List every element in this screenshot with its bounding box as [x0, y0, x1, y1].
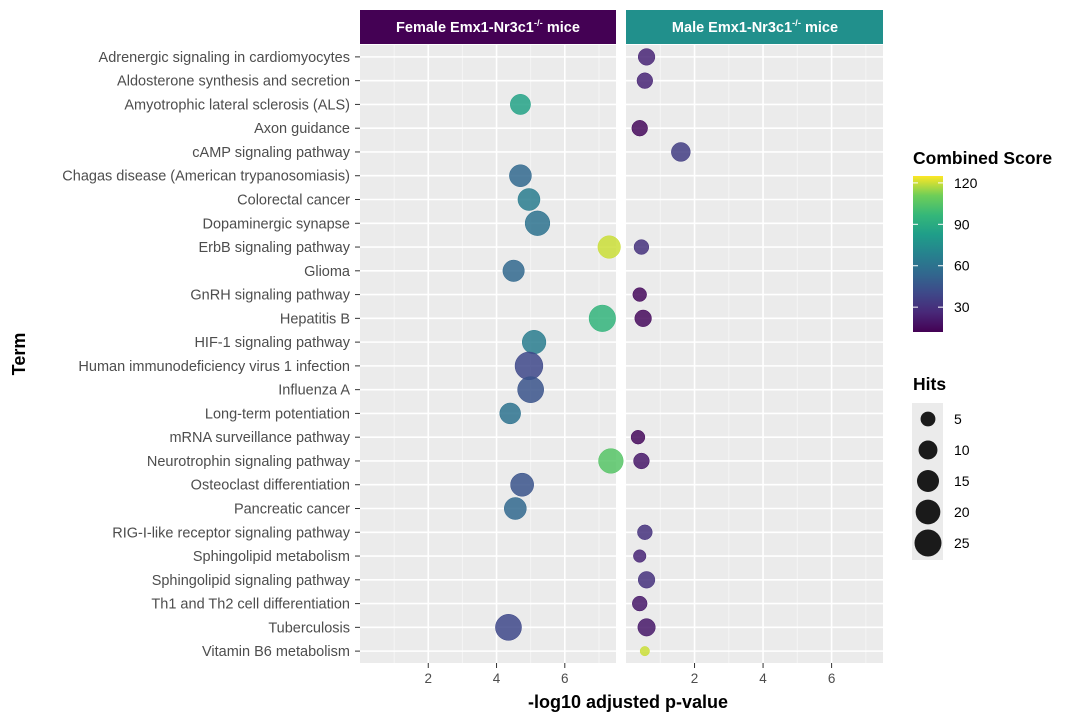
data-point	[598, 448, 624, 474]
strip-female	[360, 10, 616, 44]
data-point	[630, 430, 646, 445]
data-point	[632, 287, 647, 302]
size-legend-label: 10	[954, 442, 970, 458]
x-axis: 2 4 6 2 4 6	[425, 663, 836, 686]
y-tick-label: mRNA surveillance pathway	[169, 430, 350, 446]
y-tick-label: Colorectal cancer	[237, 193, 350, 209]
x-tick-label: 4	[493, 671, 501, 686]
y-axis: Adrenergic signaling in cardiomyocytes Al…	[62, 50, 360, 660]
y-tick-label: Sphingolipid signaling pathway	[152, 573, 351, 589]
data-points	[495, 48, 691, 657]
data-point	[495, 614, 522, 641]
size-legend-label: 5	[954, 411, 962, 427]
data-point	[588, 304, 616, 332]
data-point	[504, 497, 527, 520]
size-legend-key	[920, 411, 936, 427]
data-point	[517, 376, 544, 403]
data-point	[499, 402, 521, 425]
colorbar-tick-label: 30	[954, 299, 970, 315]
x-tick-label: 6	[561, 671, 569, 686]
y-tick-label: RIG-I-like receptor signaling pathway	[112, 525, 350, 541]
size-legend-key	[916, 469, 940, 493]
x-tick-label: 2	[691, 671, 699, 686]
data-point	[514, 351, 544, 381]
y-tick-label: HIF-1 signaling pathway	[194, 335, 350, 351]
strip-male-label: Male Emx1-Nr3c1-/- mice	[672, 18, 838, 36]
x-axis-title: -log10 adjusted p-value	[528, 692, 728, 712]
data-point	[521, 330, 547, 355]
panel-male-background	[626, 45, 883, 663]
y-tick-label: Vitamin B6 metabolism	[202, 644, 350, 660]
y-tick-label: Human immunodeficiency virus 1 infection	[78, 359, 350, 375]
legend-color-title: Combined Score	[913, 148, 1052, 168]
data-point	[637, 618, 656, 637]
size-legend-key	[915, 499, 941, 525]
size-legend-label: 20	[954, 504, 970, 520]
data-point	[636, 72, 653, 89]
y-tick-label: cAMP signaling pathway	[192, 145, 350, 161]
y-tick-label: Chagas disease (American trypanosomiasis…	[62, 169, 350, 185]
y-tick-label: GnRH signaling pathway	[190, 288, 350, 304]
y-tick-label: Tuberculosis	[268, 620, 350, 636]
x-tick-label: 6	[828, 671, 836, 686]
data-point	[637, 571, 656, 589]
legend-colorbar-ticks: 30 60 90 120	[913, 175, 978, 315]
size-legend-key	[914, 529, 942, 557]
colorbar-tick-label: 60	[954, 258, 970, 274]
y-axis-title: Term	[9, 333, 29, 376]
colorbar-tick-label: 90	[954, 216, 970, 232]
data-point	[509, 164, 532, 188]
y-tick-label: Adrenergic signaling in cardiomyocytes	[99, 50, 350, 66]
legend-size-keys: 5 10 15 20 25	[914, 411, 970, 557]
y-tick-label: Glioma	[304, 264, 351, 280]
data-point	[631, 120, 648, 137]
x-tick-label: 4	[759, 671, 767, 686]
y-tick-label: Sphingolipid metabolism	[193, 549, 350, 565]
y-tick-label: Axon guidance	[254, 121, 350, 137]
data-point	[633, 549, 647, 563]
y-tick-label: Hepatitis B	[280, 311, 350, 327]
y-tick-label: Neurotrophin signaling pathway	[147, 454, 351, 470]
legend-colorbar	[913, 176, 943, 332]
data-point	[637, 48, 656, 66]
y-tick-label: Dopaminergic synapse	[203, 216, 351, 232]
data-point	[510, 94, 531, 115]
data-point	[633, 452, 650, 470]
y-tick-label: Th1 and Th2 cell differentiation	[151, 597, 350, 613]
data-point	[632, 595, 648, 612]
size-legend-label: 15	[954, 473, 970, 489]
data-point	[633, 239, 650, 255]
y-tick-label: Influenza A	[278, 383, 350, 399]
colorbar-tick-label: 120	[954, 175, 978, 191]
y-tick-label: Aldosterone synthesis and secretion	[117, 74, 350, 90]
data-point	[634, 309, 652, 327]
data-point	[517, 188, 541, 211]
size-legend-key	[918, 440, 938, 460]
y-tick-label: ErbB signaling pathway	[198, 240, 350, 256]
y-tick-label: Pancreatic cancer	[234, 502, 350, 518]
y-tick-label: Long-term potentiation	[205, 406, 350, 422]
grid-lines	[360, 45, 883, 663]
data-point	[597, 235, 621, 259]
y-tick-label: Amyotrophic lateral sclerosis (ALS)	[124, 97, 350, 113]
size-legend-label: 25	[954, 535, 970, 551]
data-point	[639, 646, 650, 657]
data-point	[637, 524, 653, 540]
strip-female-label: Female Emx1-Nr3c1-/- mice	[396, 18, 580, 36]
data-point	[502, 259, 525, 282]
strip-male	[626, 10, 883, 44]
data-point	[671, 142, 691, 162]
data-point	[510, 472, 534, 497]
x-tick-label: 2	[425, 671, 433, 686]
panel-female-background	[360, 45, 616, 663]
data-point	[524, 210, 551, 236]
y-tick-label: Osteoclast differentiation	[191, 478, 350, 494]
legend-size-title: Hits	[913, 374, 946, 394]
